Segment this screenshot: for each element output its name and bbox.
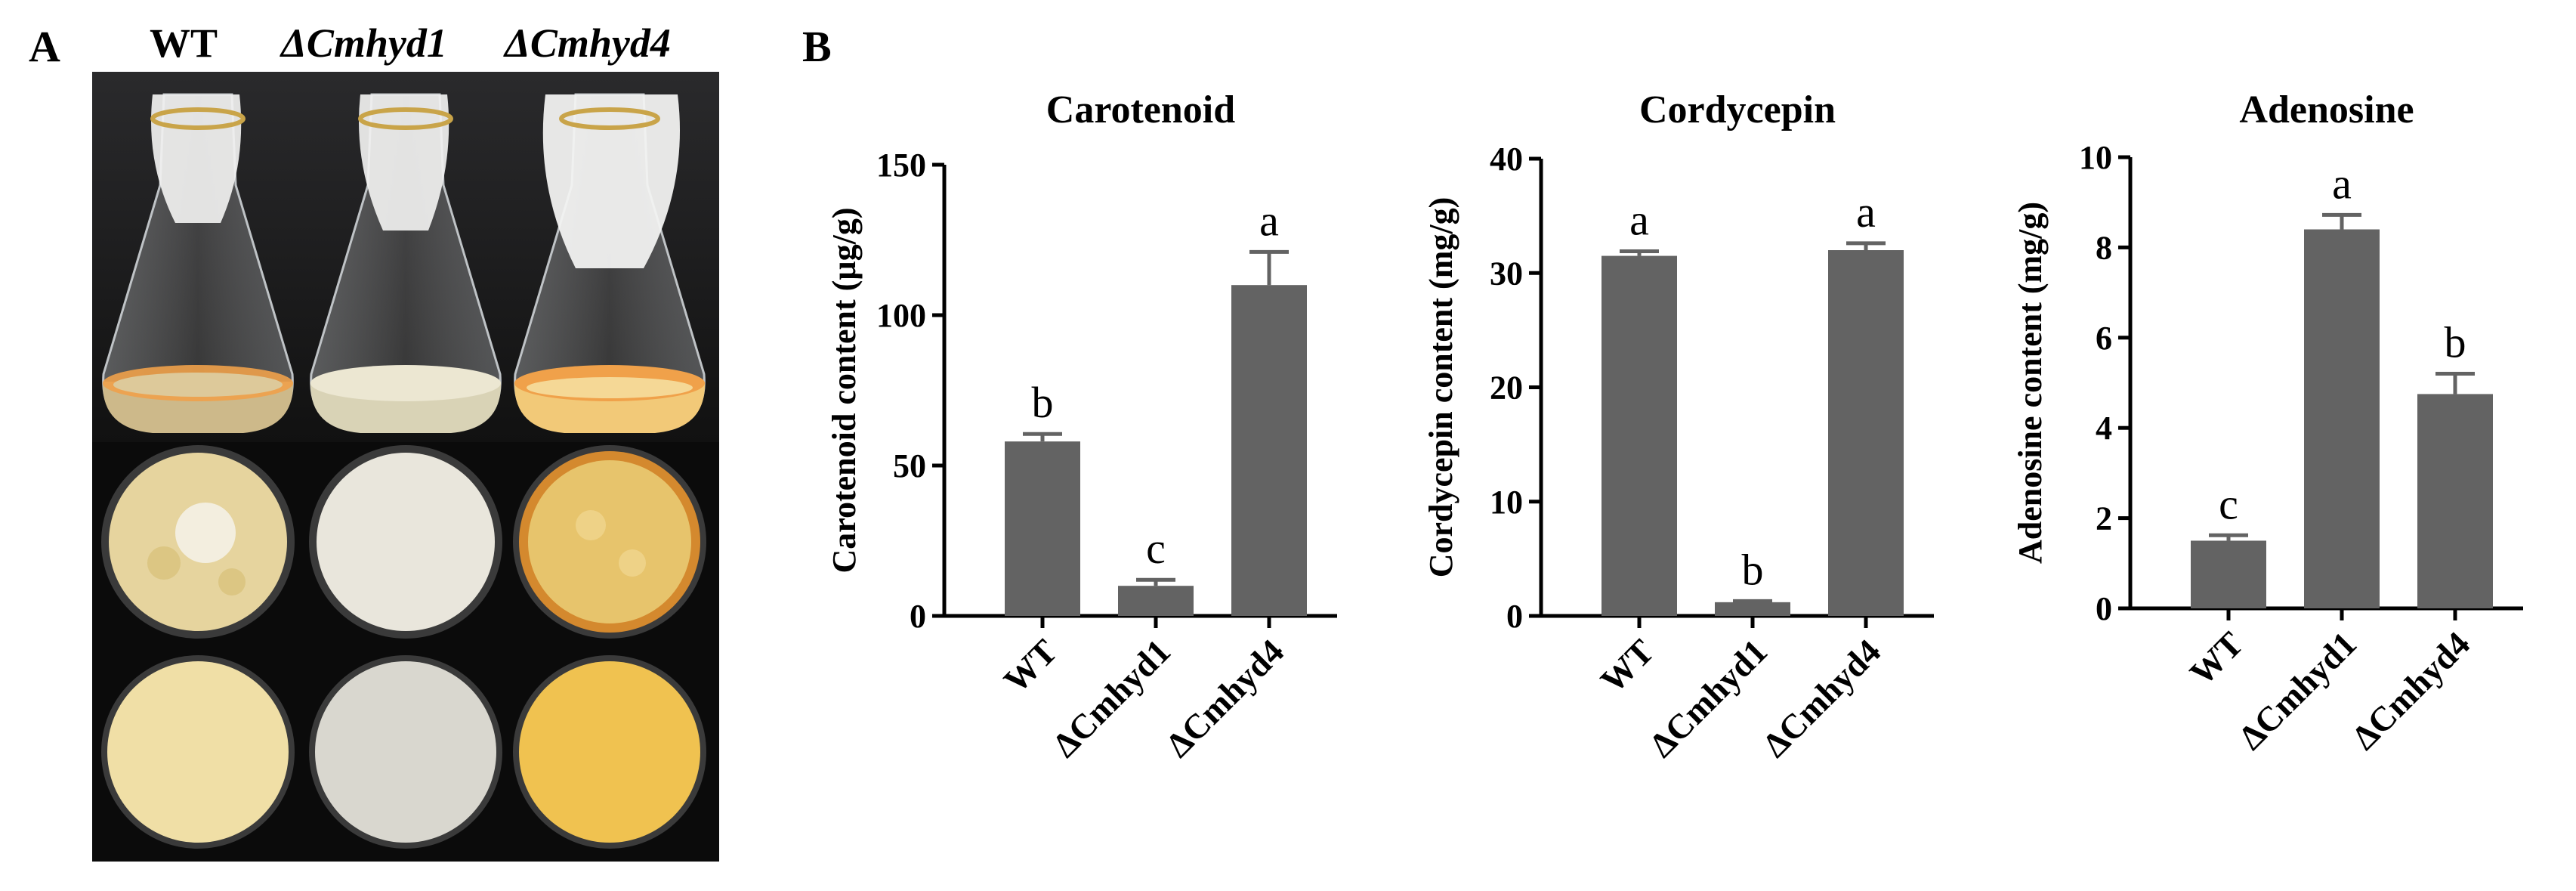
strain-header-wt: WT bbox=[150, 20, 218, 66]
x-tick-label: WT bbox=[1593, 632, 1661, 700]
chart-adenosine-svg: Adenosine Adenosine content (mg/g) 0 2 4 6 8 10… bbox=[2012, 88, 2523, 757]
plate-top-wt bbox=[101, 445, 295, 639]
bar bbox=[2304, 229, 2380, 608]
plate-bottom-wt bbox=[101, 655, 295, 849]
chart-carotenoid-svg: Carotenoid Carotenoid content (µg/g) 0 50 10… bbox=[826, 88, 1337, 765]
x-tick-label: ΔCmhyd4 bbox=[1158, 632, 1291, 765]
bar bbox=[1231, 285, 1307, 616]
flask-hyd1 bbox=[310, 93, 502, 433]
y-tick-label: 0 bbox=[1506, 598, 1523, 635]
y-tick-label: 2 bbox=[2096, 500, 2112, 537]
y-axis-label: Carotenoid content (µg/g) bbox=[826, 207, 863, 573]
significance-letter: b bbox=[2445, 318, 2466, 367]
y-tick-label: 150 bbox=[876, 147, 926, 184]
y-axis-label: Cordycepin content (mg/g) bbox=[1422, 197, 1459, 578]
chart-title: Cordycepin bbox=[1639, 88, 1836, 131]
plate-top-hyd4 bbox=[513, 445, 706, 639]
y-tick-label: 20 bbox=[1490, 370, 1523, 407]
y-tick-label: 6 bbox=[2096, 320, 2112, 357]
flask-wt bbox=[102, 93, 294, 433]
y-tick-label: 30 bbox=[1490, 255, 1523, 292]
bar bbox=[1005, 441, 1080, 616]
y-tick-label: 8 bbox=[2096, 229, 2112, 266]
significance-letter: c bbox=[1146, 524, 1166, 573]
x-tick-label: ΔCmhyd4 bbox=[1755, 632, 1888, 765]
bar bbox=[1118, 586, 1194, 616]
y-tick-label: 40 bbox=[1490, 141, 1523, 178]
chart-adenosine: Adenosine Adenosine content (mg/g) 0 2 4 6 8 10… bbox=[2012, 68, 2568, 824]
significance-letter: b bbox=[1032, 378, 1054, 427]
strain-header-hyd4: ΔCmhyd4 bbox=[505, 20, 671, 66]
panel-label-b: B bbox=[802, 22, 832, 71]
significance-letter: a bbox=[2332, 159, 2352, 208]
y-tick-label: 0 bbox=[910, 598, 926, 635]
bar bbox=[2417, 394, 2493, 608]
plate-bottom-hyd4 bbox=[513, 655, 706, 849]
y-tick-label: 10 bbox=[1490, 484, 1523, 521]
bar bbox=[1715, 602, 1790, 616]
significance-letter: c bbox=[2219, 479, 2238, 528]
significance-letter: b bbox=[1742, 545, 1764, 594]
culture-photo-panel bbox=[92, 72, 719, 862]
plate-bottom-hyd1 bbox=[309, 655, 502, 849]
bar bbox=[1828, 250, 1904, 616]
significance-letter: a bbox=[1856, 187, 1876, 237]
x-tick-label: WT bbox=[996, 632, 1064, 700]
chart-title: Adenosine bbox=[2239, 88, 2414, 131]
significance-letter: a bbox=[1629, 196, 1649, 245]
bar bbox=[1602, 255, 1677, 616]
chart-title: Carotenoid bbox=[1046, 88, 1235, 131]
x-tick-label: WT bbox=[2182, 624, 2250, 692]
x-tick-label: ΔCmhyd1 bbox=[2231, 624, 2364, 757]
strain-header-hyd1: ΔCmhyd1 bbox=[281, 20, 447, 66]
culture-photo bbox=[92, 72, 719, 862]
chart-cordycepin-svg: Cordycepin Cordycepin content (mg/g) 0 10 20… bbox=[1422, 88, 1934, 765]
chart-cordycepin: Cordycepin Cordycepin content (mg/g) 0 10 20… bbox=[1422, 68, 1987, 824]
flask-hyd4 bbox=[514, 93, 706, 433]
x-tick-label: ΔCmhyd1 bbox=[1045, 632, 1178, 765]
bar bbox=[2191, 540, 2266, 608]
y-tick-label: 50 bbox=[893, 447, 926, 484]
chart-carotenoid: Carotenoid Carotenoid content (µg/g) 0 50 10… bbox=[823, 68, 1398, 824]
x-tick-label: ΔCmhyd1 bbox=[1642, 632, 1774, 765]
y-tick-label: 100 bbox=[876, 297, 926, 334]
y-tick-label: 0 bbox=[2096, 590, 2112, 627]
y-axis-label: Adenosine content (mg/g) bbox=[2012, 202, 2049, 564]
x-tick-label: ΔCmhyd4 bbox=[2344, 624, 2477, 757]
y-tick-label: 4 bbox=[2096, 410, 2112, 447]
y-tick-label: 10 bbox=[2079, 139, 2112, 176]
significance-letter: a bbox=[1259, 196, 1279, 245]
plate-top-hyd1 bbox=[309, 445, 502, 639]
panel-label-a: A bbox=[29, 22, 60, 71]
